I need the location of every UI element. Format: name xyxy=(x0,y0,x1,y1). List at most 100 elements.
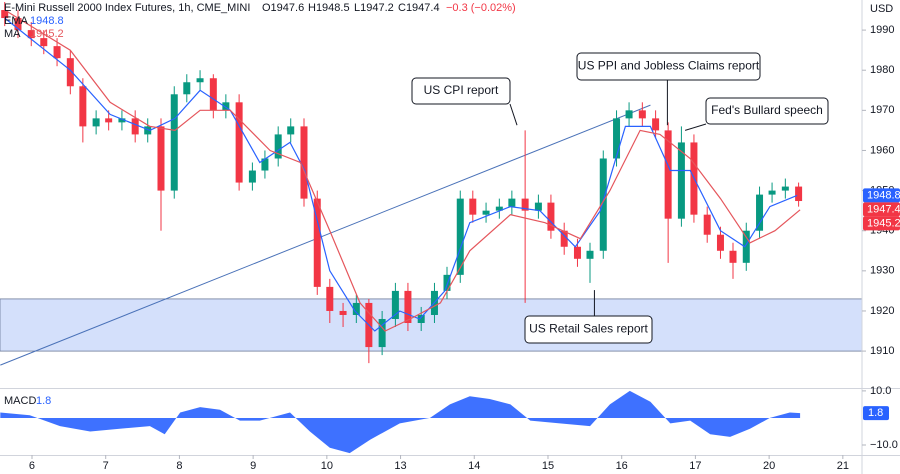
candle-body xyxy=(521,198,529,211)
x-tick-label: 9 xyxy=(250,460,256,472)
candle-body xyxy=(53,46,61,59)
candle-body xyxy=(1,10,9,19)
x-tick-label: 21 xyxy=(837,460,849,472)
candle-body xyxy=(157,126,165,191)
candle-body xyxy=(768,190,776,195)
legend-header: E-Mini Russell 2000 Index Futures, 1h, C… xyxy=(4,2,516,407)
price-change: −0.3 (−0.02%) xyxy=(446,2,516,14)
candle-body xyxy=(795,186,803,202)
price-tag xyxy=(863,188,900,203)
indicator-line xyxy=(4,17,798,332)
candle-body xyxy=(417,314,425,323)
candle-body xyxy=(560,230,568,247)
candle-body xyxy=(170,94,178,191)
y-tick-label: 1970 xyxy=(870,104,894,116)
x-tick-label: 13 xyxy=(394,460,406,472)
candle-body xyxy=(613,118,621,159)
candle-body xyxy=(638,110,646,119)
macd-name: MACD xyxy=(4,395,36,407)
x-tick-label: 6 xyxy=(29,460,35,472)
y-tick-label: 1910 xyxy=(870,345,894,357)
x-tick-label: 8 xyxy=(176,460,182,472)
candle-body xyxy=(40,38,48,47)
candle-body xyxy=(339,310,347,315)
x-tick-label: 17 xyxy=(689,460,701,472)
price-tag xyxy=(863,202,900,217)
candle-body xyxy=(508,198,516,207)
chart-title: E-Mini Russell 2000 Index Futures, 1h, C… xyxy=(4,2,250,14)
indicator-value: 1948.8 xyxy=(30,15,64,27)
candle-body xyxy=(482,210,490,215)
candle-body xyxy=(27,30,35,39)
x-tick-label: 7 xyxy=(103,460,109,472)
plot-area xyxy=(0,2,863,454)
candle-body xyxy=(183,82,191,95)
candle-body xyxy=(287,126,295,135)
candle-body xyxy=(118,118,126,123)
callout-text: US CPI report xyxy=(424,83,499,97)
macd-area xyxy=(0,390,801,454)
indicator-line xyxy=(4,9,801,332)
candle-body xyxy=(703,214,711,235)
candle-body xyxy=(92,118,100,127)
callout-pointer xyxy=(684,123,707,131)
candle-body xyxy=(534,202,542,211)
x-tick-label: 16 xyxy=(616,460,628,472)
ohlc-low: L1947.2 xyxy=(354,2,394,14)
price-tag-label: 1948.8 xyxy=(867,189,900,201)
candle-body xyxy=(716,234,724,251)
candle-body xyxy=(599,158,607,251)
candle-body xyxy=(677,142,685,219)
x-tick-label: 14 xyxy=(468,460,480,472)
candle-body xyxy=(547,202,555,231)
candle-body xyxy=(274,134,282,159)
candle-body xyxy=(235,102,243,183)
candle-body xyxy=(443,274,451,291)
candle-body xyxy=(79,86,87,127)
ohlc-high: H1948.5 xyxy=(308,2,350,14)
y-tick-label: 1920 xyxy=(870,305,894,317)
candle-body xyxy=(209,78,217,111)
callout-text: US Retail Sales report xyxy=(529,322,648,336)
candle-body xyxy=(300,126,308,199)
callout-text: Fed's Bullard speech xyxy=(711,103,823,117)
y-tick-label: 1930 xyxy=(870,265,894,277)
callout-text: US PPI and Jobless Claims report xyxy=(578,59,760,73)
callout-box xyxy=(411,77,511,105)
candle-body xyxy=(248,170,256,183)
candle-body xyxy=(313,198,321,287)
candle-body xyxy=(404,290,412,323)
macd-tag-label: 1.8 xyxy=(868,407,883,419)
price-tag-label: 1947.4 xyxy=(867,203,900,215)
candle-body xyxy=(495,206,503,211)
trendline xyxy=(0,104,651,366)
candle-body xyxy=(222,102,230,111)
candle-body xyxy=(456,198,464,275)
callout-box xyxy=(524,315,653,344)
callout-box xyxy=(705,97,829,125)
candle-body xyxy=(625,110,633,119)
y-tick-label: 1980 xyxy=(870,64,894,76)
candle-body xyxy=(66,58,74,87)
indicator-name: EMA xyxy=(4,15,29,27)
macd-tag xyxy=(863,406,889,421)
indicator-value: 1945.2 xyxy=(30,28,64,40)
callout-pointer xyxy=(509,103,518,126)
candle-body xyxy=(261,158,269,171)
candle-body xyxy=(378,318,386,348)
macd-y-tick-label: −10.0 xyxy=(870,439,898,451)
x-tick-label: 10 xyxy=(321,460,333,472)
candle-body xyxy=(664,130,672,219)
candle-body xyxy=(196,78,204,83)
candle-body xyxy=(326,286,334,311)
macd-value: 1.8 xyxy=(36,395,51,407)
candle-body xyxy=(469,198,477,215)
candle-body xyxy=(14,18,22,31)
price-tag-label: 1945.2 xyxy=(867,217,900,229)
candle-body xyxy=(729,250,737,263)
candle-body xyxy=(742,230,750,263)
candle-body xyxy=(781,186,789,191)
candle-body xyxy=(131,118,139,135)
candle-body xyxy=(105,118,113,123)
